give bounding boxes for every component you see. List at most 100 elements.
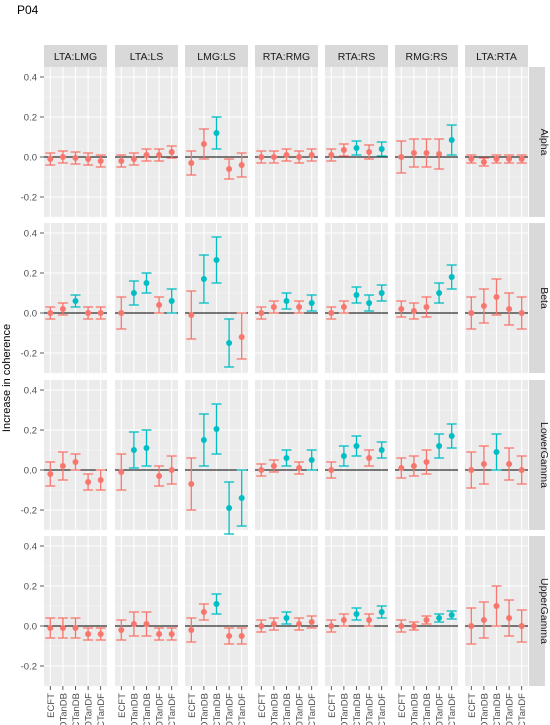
data-point	[270, 621, 277, 627]
y-tick-label: 0.0	[24, 309, 37, 320]
x-tick-label: EOTanDB	[199, 693, 210, 725]
data-point	[72, 625, 79, 631]
data-point	[258, 310, 265, 316]
x-tick-label: EOTanDB	[129, 693, 140, 725]
column-strip-label: RTA:RS	[338, 51, 376, 63]
data-point	[423, 459, 430, 465]
data-point	[200, 141, 207, 147]
data-point	[238, 633, 245, 639]
x-tick-label: EOTanDB	[479, 693, 490, 725]
data-point	[353, 292, 360, 298]
data-point	[200, 437, 207, 443]
y-tick-label: 0.0	[24, 153, 37, 164]
data-point	[493, 156, 500, 162]
data-point	[200, 276, 207, 282]
y-tick-label: -0.2	[21, 349, 37, 360]
data-point	[238, 334, 245, 340]
column-strip-label: LMG:LS	[197, 51, 236, 63]
data-point	[85, 631, 92, 637]
data-point	[85, 156, 92, 162]
x-tick-label: ECTanDB	[282, 693, 293, 725]
data-point	[506, 461, 513, 467]
x-tick-label: EOTanDB	[58, 693, 69, 725]
data-point	[480, 617, 487, 623]
data-point	[130, 621, 137, 627]
data-point	[59, 306, 66, 312]
data-point	[97, 631, 104, 637]
data-point	[143, 445, 150, 451]
x-tick-label: ECTanDB	[492, 693, 503, 725]
column-strip	[395, 45, 458, 67]
data-point	[480, 461, 487, 467]
data-point	[410, 150, 417, 156]
data-point	[398, 306, 405, 312]
data-point	[47, 625, 54, 631]
x-tick-label: EOTanDB	[409, 693, 420, 725]
data-point	[378, 146, 385, 152]
y-tick-label: -0.2	[21, 506, 37, 517]
data-point	[378, 609, 385, 615]
column-strip	[325, 45, 388, 67]
data-point	[410, 623, 417, 629]
y-tick-label: 0.4	[24, 73, 37, 84]
data-point	[47, 310, 54, 316]
data-point	[308, 457, 315, 463]
data-point	[72, 459, 79, 465]
data-point	[436, 443, 443, 449]
data-point	[156, 302, 163, 308]
data-point	[366, 455, 373, 461]
data-point	[59, 463, 66, 469]
row-strip	[529, 67, 545, 217]
x-tick-label: EOTanDF	[295, 693, 306, 725]
data-point	[258, 623, 265, 629]
x-tick-label: ECTanDF	[307, 693, 318, 725]
data-point	[226, 505, 233, 511]
row-strip-label: Alpha	[538, 129, 550, 156]
data-point	[188, 481, 195, 487]
data-point	[423, 304, 430, 310]
data-point	[97, 477, 104, 483]
y-tick-label: 0.2	[24, 582, 37, 593]
row-strip	[529, 223, 545, 373]
column-strip-label: LTA:LS	[130, 51, 163, 63]
data-point	[518, 467, 525, 473]
y-tick-label: 0.0	[24, 622, 37, 633]
data-point	[353, 611, 360, 617]
data-point	[468, 623, 475, 629]
data-point	[518, 156, 525, 162]
data-point	[238, 495, 245, 501]
data-point	[328, 467, 335, 473]
x-tick-label: ECFT	[257, 693, 268, 718]
x-tick-label: EOTanDF	[225, 693, 236, 725]
data-point	[410, 308, 417, 314]
data-point	[308, 300, 315, 306]
row-strip-label: Beta	[538, 287, 550, 309]
data-point	[97, 310, 104, 316]
data-point	[72, 155, 79, 161]
data-point	[85, 310, 92, 316]
data-point	[296, 621, 303, 627]
data-point	[448, 137, 455, 143]
data-point	[118, 310, 125, 316]
data-point	[213, 426, 220, 432]
data-point	[328, 310, 335, 316]
data-point	[328, 152, 335, 158]
data-point	[283, 455, 290, 461]
column-strip-label: LTA:LMG	[54, 51, 97, 63]
data-point	[59, 154, 66, 160]
data-point	[118, 469, 125, 475]
data-point	[130, 447, 137, 453]
y-tick-label: 0.0	[24, 466, 37, 477]
data-point	[340, 304, 347, 310]
data-point	[378, 290, 385, 296]
row-strip-label: LowerGamma	[538, 422, 550, 488]
row-strip	[529, 380, 545, 530]
x-tick-label: ECTanDB	[142, 693, 153, 725]
x-tick-label: ECFT	[397, 693, 408, 718]
x-tick-label: ECTanDF	[167, 693, 178, 725]
x-tick-label: ECTanDB	[71, 693, 82, 725]
data-point	[436, 290, 443, 296]
data-point	[226, 340, 233, 346]
data-point	[296, 304, 303, 310]
